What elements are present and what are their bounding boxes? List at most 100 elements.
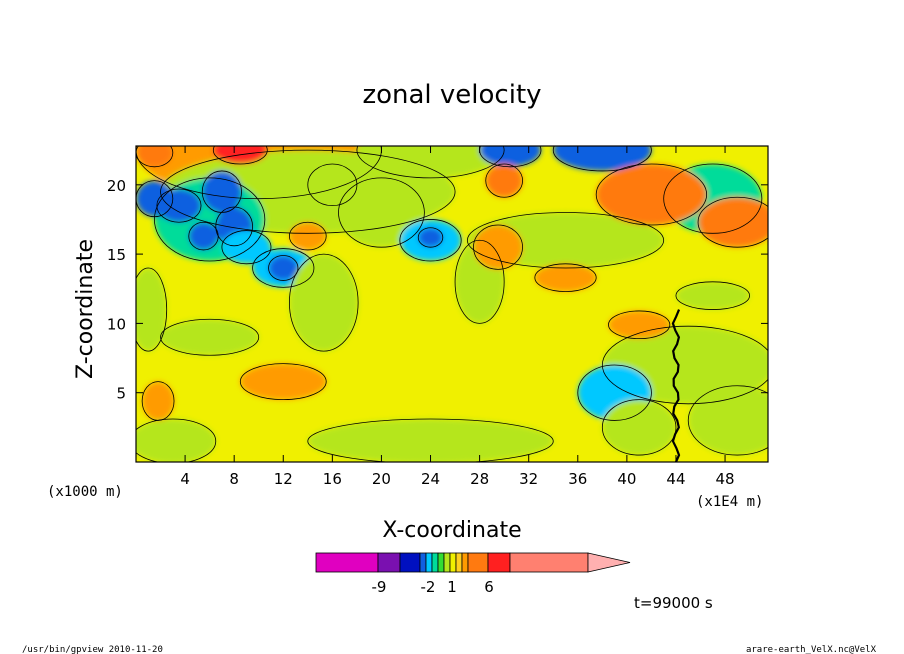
x-tick-label: 12 xyxy=(274,470,293,488)
chart-title: zonal velocity xyxy=(362,80,541,110)
contour-line xyxy=(454,239,505,324)
colorbar-segment xyxy=(431,552,439,573)
plot-area xyxy=(136,146,768,462)
x-unit-left-label: (x1000 m) xyxy=(47,484,123,500)
contour-region xyxy=(485,164,523,198)
contour-line xyxy=(136,146,174,168)
contour-line xyxy=(160,318,260,356)
x-tick-label: 4 xyxy=(180,470,190,488)
contour-region xyxy=(479,146,541,167)
colorbar-segment xyxy=(487,552,511,573)
contour-line xyxy=(399,219,462,262)
contour-line xyxy=(288,253,359,352)
contour-lines xyxy=(136,146,768,462)
colorbar-tick-label: 6 xyxy=(484,578,494,596)
contour-line xyxy=(577,364,652,421)
contour-line xyxy=(160,149,456,234)
colorbar-tick-label: -2 xyxy=(421,578,436,596)
contour-line xyxy=(601,325,768,405)
contour-line xyxy=(221,230,272,265)
colorbar: -9 -2 1 6 xyxy=(315,552,631,596)
contour-region xyxy=(596,164,707,225)
contour-line xyxy=(466,212,665,269)
colorbar-segment xyxy=(455,552,463,573)
colorbar-segment xyxy=(443,552,451,573)
contour-line xyxy=(252,248,315,288)
x-tick-label: 48 xyxy=(716,470,735,488)
colorbar-tick-label: -9 xyxy=(372,578,387,596)
contour-region xyxy=(307,419,554,462)
colorbar-segment xyxy=(467,552,489,573)
colorbar-segment xyxy=(425,552,433,573)
x-tick-label: 44 xyxy=(666,470,685,488)
contour-region xyxy=(688,385,768,456)
contour-region xyxy=(156,188,202,223)
plot-frame xyxy=(135,145,769,463)
contour-line xyxy=(338,177,425,248)
contour-fill xyxy=(136,146,768,462)
contour-region xyxy=(602,399,676,456)
footer-right: arare-earth_VelX.nc@VelX xyxy=(746,645,877,654)
contour-line xyxy=(136,267,168,352)
colorbar-segment xyxy=(509,552,589,573)
contour-region xyxy=(698,197,768,248)
contour-line xyxy=(552,146,652,172)
contour-line xyxy=(156,188,202,223)
contour-region xyxy=(188,222,219,250)
contour-region xyxy=(473,225,523,270)
colorbar-segment xyxy=(449,552,457,573)
front-contour xyxy=(671,309,681,462)
x-tick-label: 24 xyxy=(421,470,440,488)
y-tick-label: 15 xyxy=(107,246,126,264)
contour-line xyxy=(356,146,505,179)
contour-line xyxy=(188,221,219,251)
contour-line xyxy=(697,196,768,248)
colorbar-tick-label: 1 xyxy=(447,578,457,596)
contour-region xyxy=(136,267,167,352)
contour-region xyxy=(534,263,597,292)
contour-line xyxy=(154,177,266,262)
x-axis-label: X-coordinate xyxy=(382,518,521,543)
colorbar-segment xyxy=(419,552,427,573)
y-tick-label: 20 xyxy=(107,177,126,195)
y-axis: 5 10 15 20 xyxy=(107,177,768,403)
contour-region xyxy=(608,310,670,339)
footer-left: /usr/bin/gpview 2010-11-20 xyxy=(22,645,163,654)
x-tick-label: 40 xyxy=(617,470,636,488)
contour-line xyxy=(212,146,268,165)
x-tick-label: 8 xyxy=(229,470,239,488)
y-tick-label: 5 xyxy=(116,385,126,403)
y-axis-label: Z-coordinate xyxy=(73,239,98,379)
x-tick-label: 20 xyxy=(372,470,391,488)
colorbar-segment xyxy=(399,552,421,573)
colorbar-segment xyxy=(377,552,401,573)
time-label: t=99000 s xyxy=(634,594,713,612)
colorbar-segment xyxy=(437,552,445,573)
contour-region xyxy=(240,363,327,400)
contour-line xyxy=(675,281,750,310)
contour-line xyxy=(136,180,174,218)
colorbar-extend-arrow xyxy=(587,552,631,573)
contour-region xyxy=(289,254,359,352)
contour-line xyxy=(239,363,327,401)
colorbar-segment xyxy=(315,552,379,573)
contour-region xyxy=(289,222,327,250)
contour-line xyxy=(268,255,299,281)
contour-line xyxy=(595,163,708,226)
x-tick-label: 28 xyxy=(470,470,489,488)
contour-line xyxy=(687,385,768,456)
contour-line xyxy=(534,263,597,292)
contour-region xyxy=(268,255,298,281)
x-tick-label: 32 xyxy=(519,470,538,488)
x-tick-label: 36 xyxy=(568,470,587,488)
contour-region xyxy=(675,281,750,310)
x-tick-label: 16 xyxy=(323,470,342,488)
contour-region xyxy=(307,164,357,206)
contour-line xyxy=(307,418,554,462)
contour-region xyxy=(338,177,425,248)
contour-line xyxy=(215,206,253,247)
contour-region xyxy=(136,419,216,462)
contour-region xyxy=(160,319,259,356)
contour-line xyxy=(136,418,217,462)
